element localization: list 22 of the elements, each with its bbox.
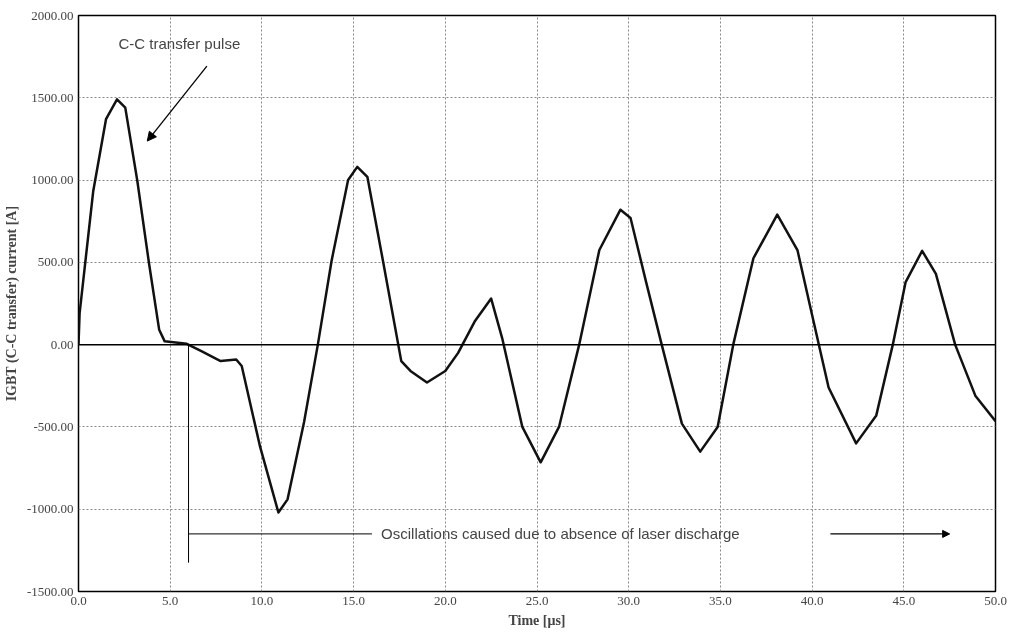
x-tick-label: 15.0 bbox=[342, 592, 365, 608]
ref-line-label: Oscillations caused due to absence of laser discharge bbox=[381, 525, 740, 543]
y-tick-label: 1500.00 bbox=[31, 89, 74, 105]
line-series bbox=[78, 98, 996, 514]
y-tick-label: -1000.00 bbox=[26, 501, 74, 517]
y-tick-label: 2000.00 bbox=[31, 7, 74, 23]
x-tick-label: 30.0 bbox=[617, 592, 641, 608]
y-axis-title: IGBT (C-C transfer) current [A] bbox=[3, 205, 20, 402]
x-tick-label: 50.0 bbox=[984, 592, 1007, 608]
y-tick-label: 0.00 bbox=[50, 336, 74, 352]
x-tick-label: 20.0 bbox=[433, 592, 457, 608]
annotation: C-C transfer pulse bbox=[118, 34, 241, 52]
x-tick-label: 10.0 bbox=[250, 592, 274, 608]
y-tick-label: -500.00 bbox=[33, 418, 74, 434]
x-tick-label: 5.0 bbox=[162, 592, 179, 608]
y-tick-label: 500.00 bbox=[37, 254, 74, 270]
x-tick-label: 40.0 bbox=[800, 592, 824, 608]
x-tick-label: 35.0 bbox=[709, 592, 732, 608]
x-tick-label: 25.0 bbox=[525, 592, 549, 608]
x-tick-label: 45.0 bbox=[892, 592, 916, 608]
y-tick-label: 1000.00 bbox=[31, 172, 74, 188]
x-axis-title: Time [μs] bbox=[508, 612, 566, 628]
